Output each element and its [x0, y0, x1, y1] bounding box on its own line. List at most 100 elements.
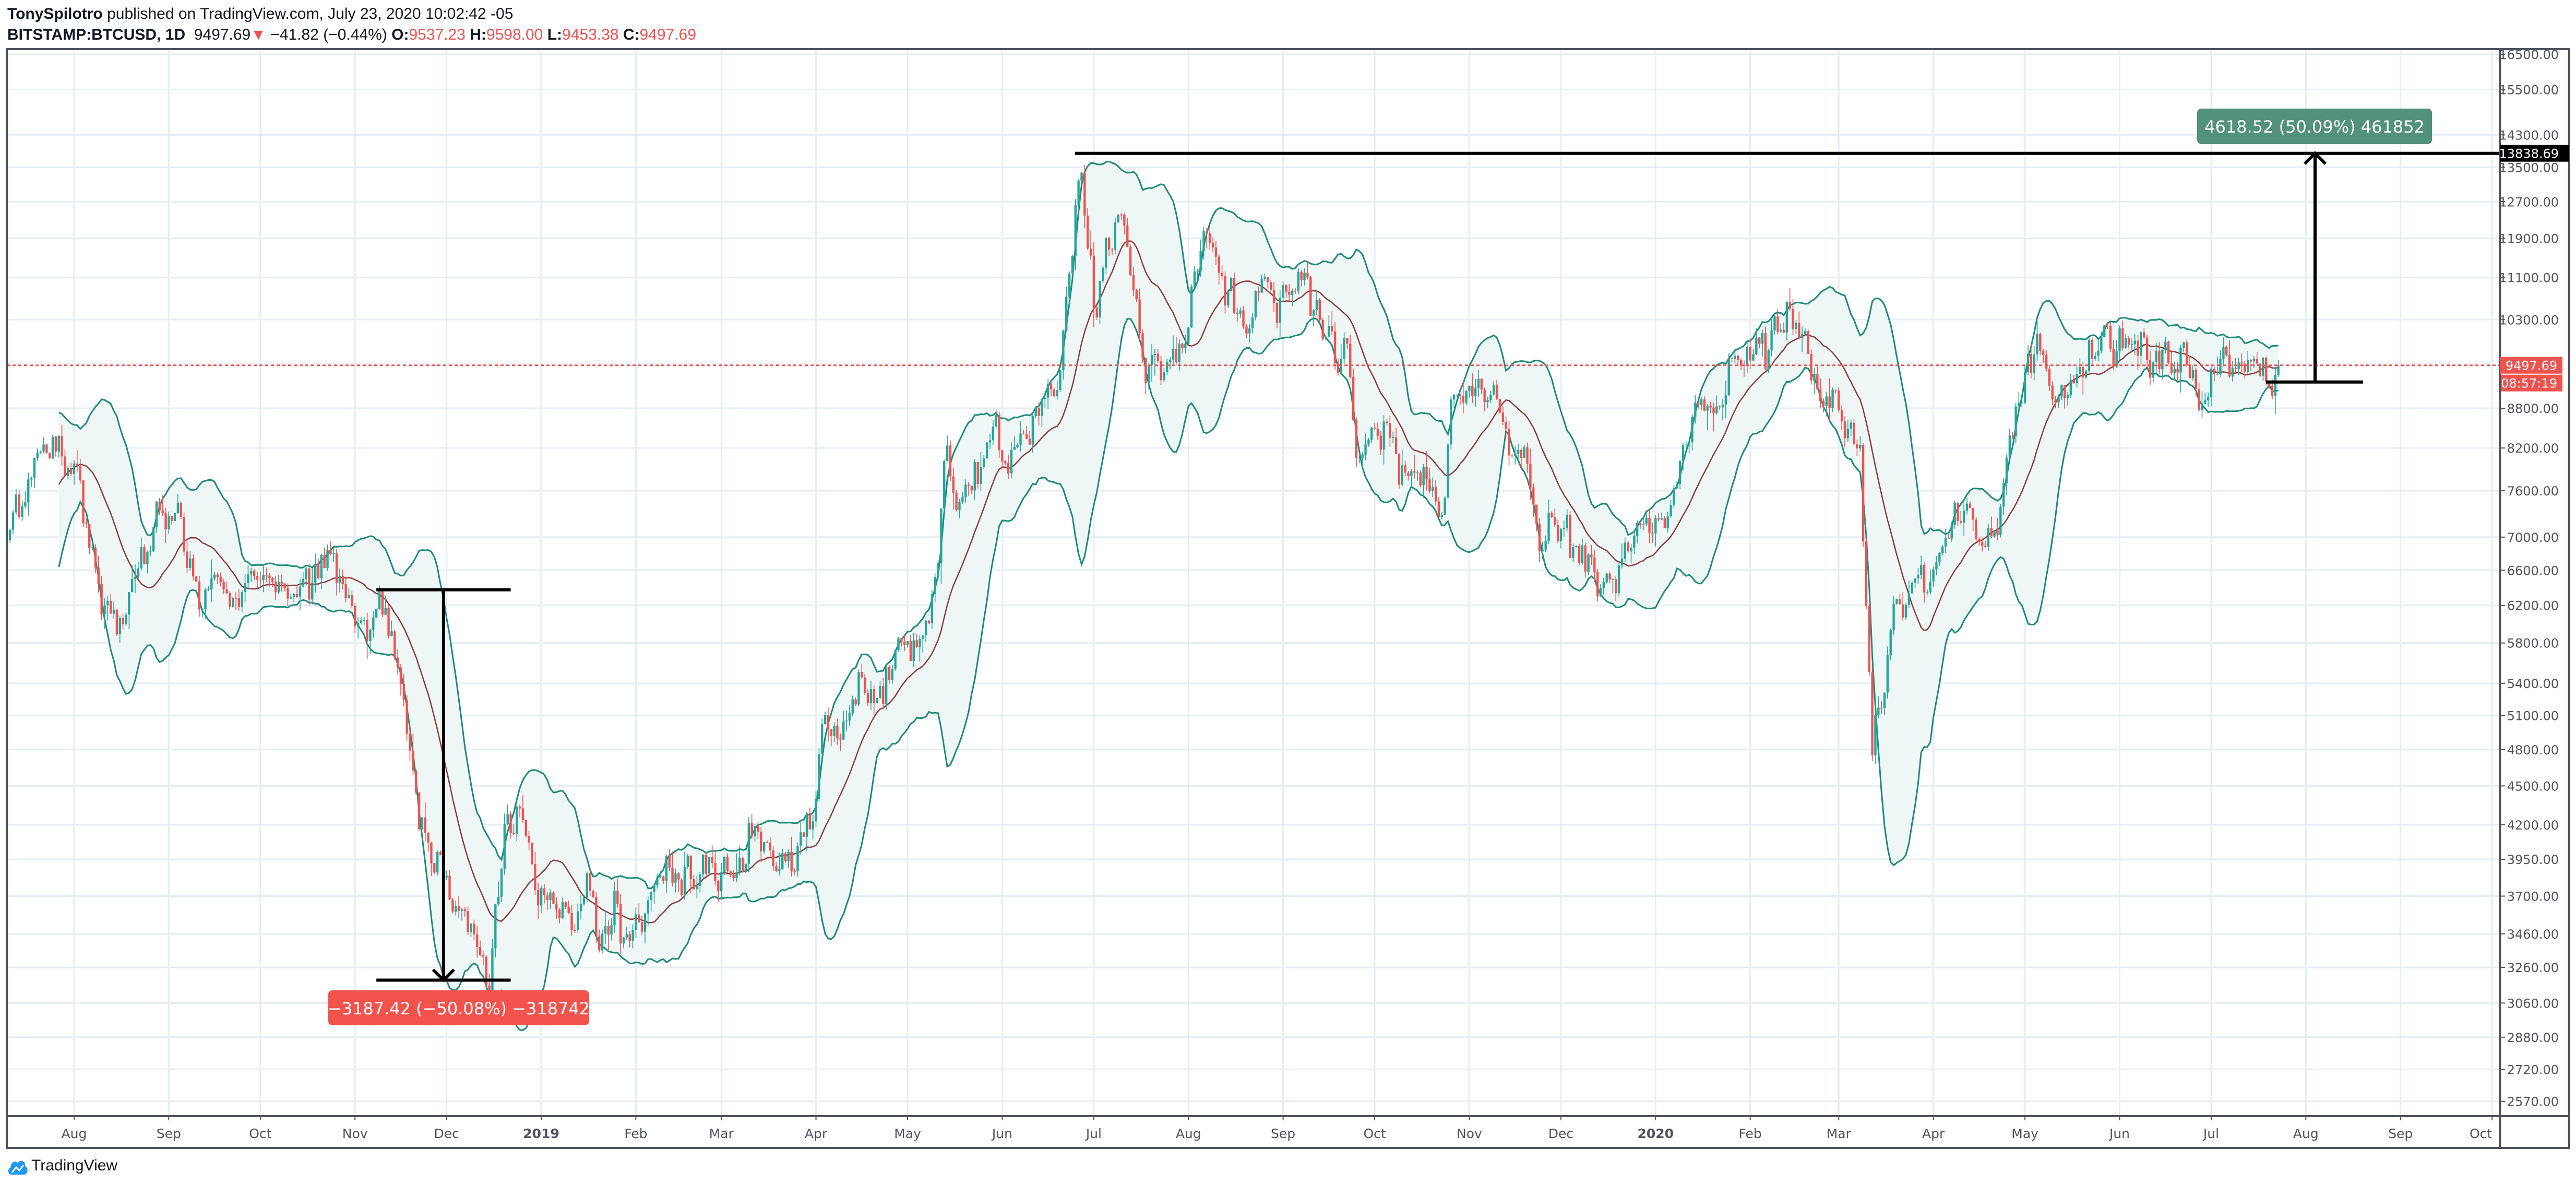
time-axis-labels[interactable]: Aug Sep Oct Nov Dec 2019 Feb Mar Apr May Jun Jul Aug…	[62, 1116, 2493, 1141]
candle-body	[821, 724, 824, 754]
candle-body	[943, 460, 946, 509]
candle-body	[356, 623, 360, 626]
candle-body	[85, 523, 88, 525]
candle-body	[424, 817, 426, 833]
candle-body	[1996, 530, 1999, 535]
candle-body	[790, 852, 793, 871]
candle-body	[1739, 360, 1743, 365]
candle-body	[183, 517, 185, 552]
candle-body	[1447, 444, 1449, 498]
candle-body	[2262, 358, 2264, 376]
candle-body	[2231, 368, 2234, 377]
candle-body	[1416, 472, 1419, 473]
candle-body	[155, 501, 158, 528]
candle-body	[2045, 354, 2048, 369]
candle-body	[317, 564, 320, 578]
candle-body	[18, 494, 20, 517]
candle-body	[564, 902, 567, 907]
symbol-label[interactable]: BITSTAMP:BTCUSD, 1D	[7, 26, 186, 43]
candle-body	[1428, 479, 1431, 491]
candle-body	[1969, 503, 1972, 508]
tradingview-logo[interactable]: TradingView	[7, 1157, 117, 1175]
candle-body	[1126, 226, 1129, 247]
candle-body	[897, 638, 900, 650]
candle-body	[237, 598, 241, 607]
candle-body	[1062, 330, 1065, 371]
candle-body	[1148, 364, 1150, 384]
candle-body	[1993, 530, 1996, 537]
candle-body	[851, 699, 854, 713]
bollinger-fill	[58, 161, 2279, 1031]
price-tick-label: 12700.00	[2499, 195, 2559, 209]
time-tick-label: Sep	[2388, 1126, 2413, 1141]
candle-body	[1907, 593, 1911, 605]
candle-body	[2252, 359, 2256, 362]
candle-body	[88, 524, 91, 548]
candle-body	[900, 638, 903, 642]
candle-body	[1340, 359, 1342, 373]
candle-body	[1227, 291, 1230, 306]
candle-body	[2002, 483, 2005, 507]
candle-body	[1965, 503, 1969, 511]
drawings[interactable]	[376, 151, 2500, 982]
candle-body	[735, 872, 738, 879]
candle-body	[1746, 347, 1748, 366]
candle-body	[241, 592, 243, 607]
candle-body	[293, 594, 295, 597]
candle-body	[33, 457, 36, 478]
candle-body	[891, 668, 893, 680]
candle-body	[1800, 334, 1804, 338]
candle-body	[732, 874, 735, 879]
candle-body	[341, 575, 344, 584]
candle-body	[1432, 487, 1434, 491]
candle-body	[1016, 445, 1019, 447]
measure-down-label[interactable]: −3187.42 (−50.08%) −318742	[328, 990, 590, 1025]
candle-body	[980, 467, 982, 484]
candle-body	[2048, 369, 2051, 386]
candle-body	[796, 846, 799, 871]
candle-body	[1202, 231, 1205, 251]
candle-body	[69, 468, 73, 474]
candle-body	[1712, 407, 1715, 413]
candle-body	[2115, 351, 2118, 367]
symbol-legend: BITSTAMP:BTCUSD, 1D 9497.69▼ −41.82 (−0.…	[7, 26, 696, 44]
time-tick-label: Aug	[62, 1126, 87, 1141]
measure-price-badge-text: 13838.69	[2499, 147, 2559, 161]
candle-body	[818, 753, 820, 799]
candle-body	[476, 934, 479, 947]
candle-body	[1095, 307, 1098, 317]
candle-body	[1471, 386, 1474, 396]
candle-body	[1660, 518, 1663, 520]
candle-body	[168, 516, 170, 530]
candle-body	[1178, 343, 1180, 363]
candle-body	[503, 824, 506, 869]
candle-body	[1175, 348, 1178, 363]
candle-body	[1163, 372, 1165, 381]
candle-body	[2103, 325, 2106, 338]
candle-body	[543, 888, 546, 895]
candle-body	[1254, 291, 1257, 318]
candle-body	[1224, 276, 1226, 306]
price-axis[interactable]	[2499, 48, 2570, 1149]
candle-body	[381, 591, 384, 615]
candle-body	[2256, 359, 2258, 364]
candle-body	[1920, 565, 1923, 575]
candle-body	[2069, 380, 2072, 395]
candle-body	[839, 738, 842, 740]
candle-body	[360, 620, 363, 623]
candle-body	[1639, 523, 1642, 525]
candle-body	[1236, 313, 1239, 314]
candle-body	[351, 595, 353, 606]
candle-body	[1850, 422, 1852, 429]
candle-body	[1456, 394, 1459, 396]
candle-body	[1187, 327, 1190, 344]
candle-body	[2249, 360, 2252, 362]
time-tick-label: Sep	[157, 1126, 181, 1141]
candle-body	[433, 863, 436, 873]
measure-up-label[interactable]: 4618.52 (50.09%) 461852	[2197, 109, 2432, 144]
candle-body	[607, 926, 610, 935]
close-value: 9497.69	[639, 26, 696, 43]
candle-body	[2219, 359, 2222, 374]
author-name[interactable]: TonySpilotro	[7, 5, 103, 22]
